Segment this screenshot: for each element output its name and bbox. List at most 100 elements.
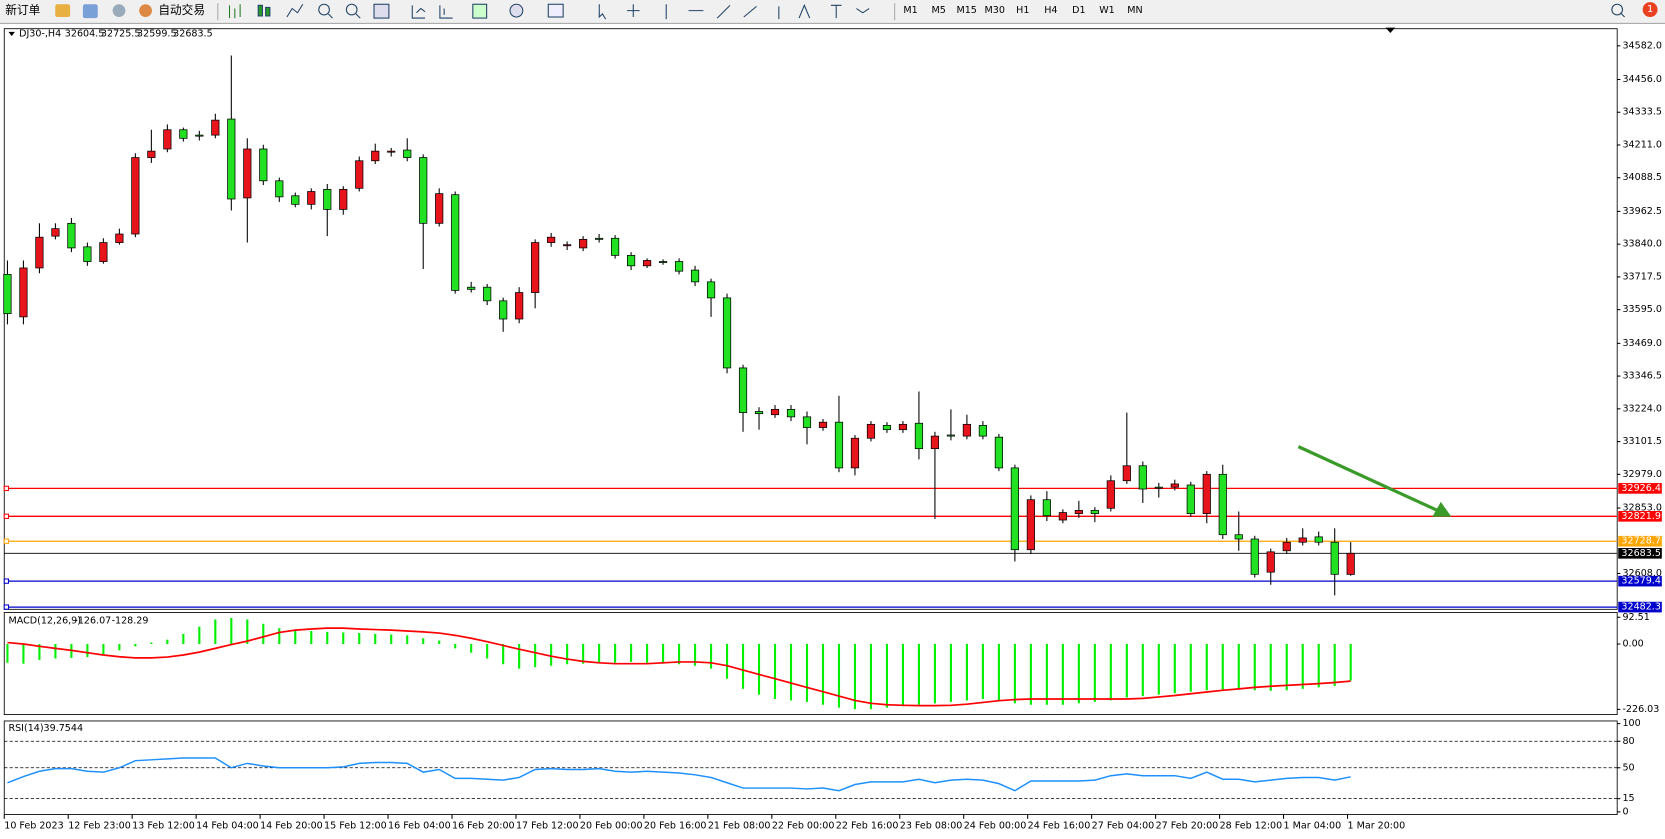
drawn-objects	[1297, 27, 1452, 517]
price-label: 32683.5	[1621, 548, 1660, 559]
timeframe-button[interactable]: W1	[1099, 5, 1115, 16]
y-tick-label: 34211.0	[1622, 139, 1661, 150]
macd-bar	[614, 644, 617, 663]
macd-bar	[965, 644, 968, 701]
icon[interactable]	[82, 4, 98, 19]
macd-bar	[534, 644, 537, 668]
x-tick-label: 27 Feb 20:00	[1156, 821, 1219, 832]
macd-bar	[646, 644, 649, 663]
macd-bar	[901, 644, 905, 707]
macd-bar	[1141, 644, 1144, 697]
candle-body	[131, 157, 140, 235]
candle-body	[547, 236, 556, 243]
candle-body	[914, 422, 924, 450]
macd-bar	[326, 631, 329, 645]
timeframe-button[interactable]: M15	[957, 5, 977, 16]
ohlc-value: 32599.5	[137, 29, 176, 40]
icon[interactable]	[55, 4, 71, 18]
candle-body	[818, 421, 828, 428]
candle-body	[1090, 510, 1099, 514]
candle-body	[1010, 467, 1019, 551]
candle-body	[515, 292, 524, 320]
y-tick-label: 80	[1622, 736, 1634, 747]
macd-bar	[166, 639, 169, 645]
timeframe-button[interactable]: MN	[1127, 5, 1142, 16]
x-tick-label: 1 Mar 20:00	[1348, 821, 1406, 832]
macd-bar	[118, 644, 121, 651]
candle-body	[930, 435, 940, 450]
timeframe-button[interactable]: M30	[985, 5, 1005, 16]
candle-body	[483, 286, 492, 302]
candle-body	[1346, 552, 1355, 575]
y-tick-label: 33346.5	[1622, 371, 1661, 382]
macd-bar	[725, 644, 729, 679]
macd-bar	[310, 631, 313, 645]
macd-bar	[502, 644, 505, 665]
timeframe-button[interactable]: M1	[903, 5, 917, 16]
candle-body	[259, 148, 268, 182]
macd-bar	[1333, 644, 1336, 686]
y-tick-label: 50	[1622, 762, 1634, 773]
macd-bar	[342, 632, 345, 645]
candle-body	[419, 157, 428, 224]
y-tick-label: 33101.5	[1622, 436, 1661, 447]
timeframe-button[interactable]: H1	[1016, 5, 1029, 16]
macd-bar	[406, 635, 409, 645]
indicator-value: -128.29	[112, 616, 149, 627]
x-tick-label: 17 Feb 12:00	[516, 821, 579, 832]
macd-bar	[1189, 644, 1192, 692]
macd-bar	[150, 642, 153, 645]
macd-bar	[709, 644, 713, 669]
timeframe-button[interactable]: D1	[1072, 5, 1085, 16]
level-label: 32926.4	[1621, 483, 1660, 494]
macd-bar	[917, 644, 921, 705]
candle-body	[3, 273, 12, 315]
candle-body	[163, 129, 172, 150]
notification-badge[interactable]	[1642, 2, 1658, 18]
macd-bar	[22, 644, 25, 664]
toolbar-bg	[0, 0, 1665, 24]
chart-tools[interactable]	[228, 3, 870, 20]
macd-bar	[789, 644, 793, 701]
timeframe-button[interactable]: M5	[931, 5, 945, 16]
icon[interactable]	[139, 4, 152, 18]
macd-bar	[949, 644, 952, 702]
candle-body	[115, 233, 124, 243]
candle-body	[1314, 536, 1323, 543]
timeframe-button[interactable]: H4	[1044, 5, 1057, 16]
candle-body	[1122, 465, 1131, 482]
indicator-value: 39.7544	[44, 723, 83, 734]
macd-bar	[773, 644, 777, 699]
symbol-menu-arrow[interactable]	[8, 31, 15, 37]
y-tick-label: 34582.0	[1622, 40, 1661, 51]
auto-trading-button[interactable]: 自动交易	[158, 3, 205, 17]
macd-bar	[278, 628, 281, 645]
candle-body	[451, 194, 460, 291]
y-tick-label: 34333.5	[1622, 107, 1661, 118]
timeframe-bar: M1 M5 M15 M30 H1 H4 D1 W1 MN	[903, 5, 1142, 16]
candle-body	[611, 237, 620, 256]
icon[interactable]	[112, 4, 126, 18]
candle-body	[19, 267, 28, 318]
macd-bar	[1349, 644, 1352, 681]
macd-bar	[1237, 644, 1240, 689]
x-tick-label: 22 Feb 16:00	[836, 821, 899, 832]
macd-bar	[1157, 644, 1160, 695]
candle-body	[307, 191, 316, 205]
macd-bar	[1125, 644, 1128, 698]
macd-bar	[470, 644, 473, 653]
macd-bar	[358, 633, 361, 645]
y-tick-label: 32608.0	[1622, 568, 1661, 579]
level-label-bg	[1618, 510, 1662, 522]
macd-bar	[1221, 644, 1224, 691]
x-tick-label: 20 Feb 16:00	[644, 821, 707, 832]
search-icon[interactable]	[1611, 3, 1624, 16]
macd-bar	[486, 644, 489, 659]
level-handle	[3, 513, 10, 519]
new-order-button[interactable]: 新订单	[5, 3, 40, 17]
macd-bar	[805, 644, 809, 702]
macd-bar	[1253, 644, 1256, 691]
candle-body	[51, 228, 60, 237]
candle-body	[1234, 534, 1243, 540]
